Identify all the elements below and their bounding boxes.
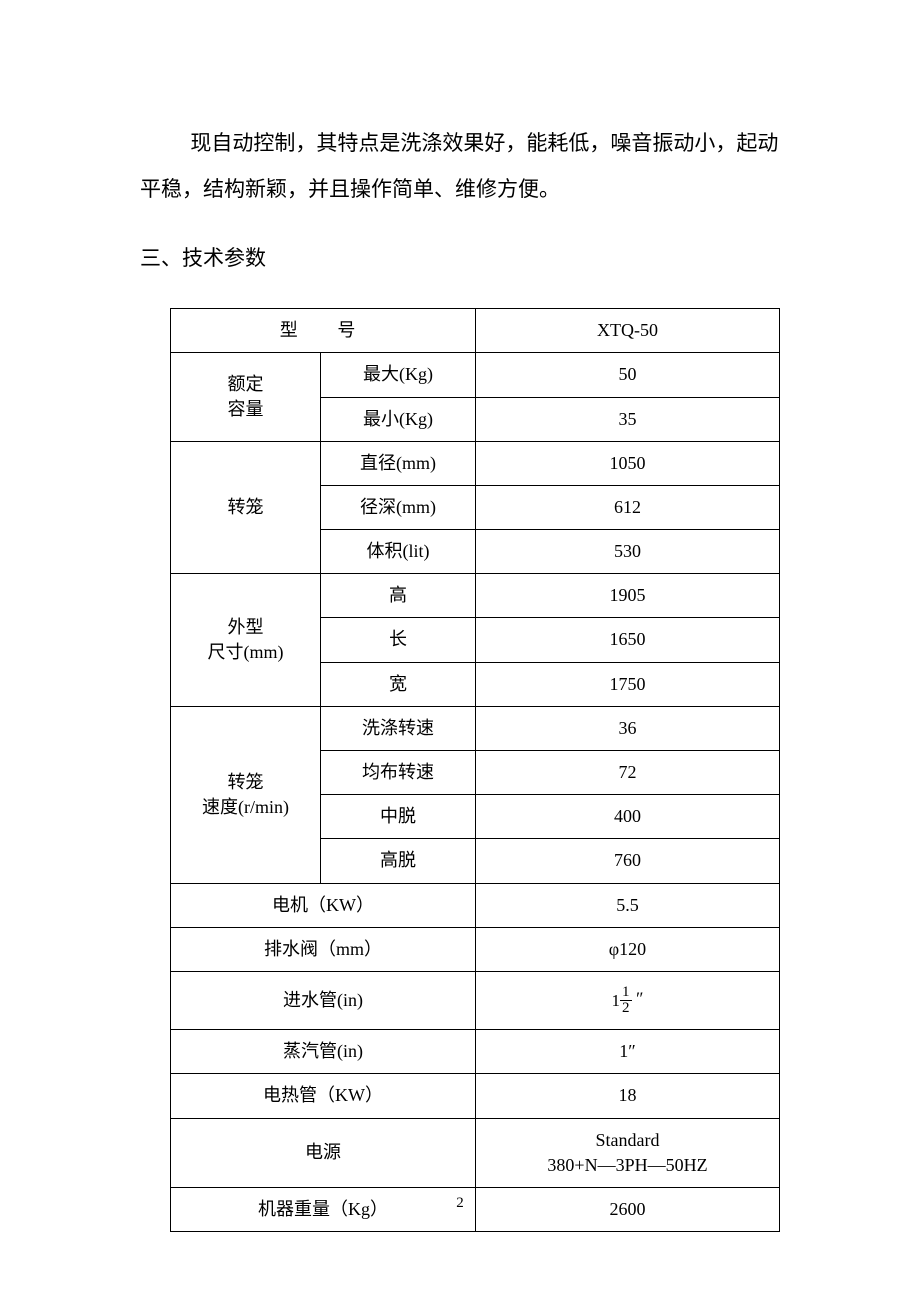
steam-value: 1″ <box>476 1030 780 1074</box>
spec-table: 型 号 XTQ-50 额定 容量 最大(Kg) 50 最小(Kg) 35 转笼 … <box>170 308 780 1232</box>
table-row: 外型 尺寸(mm) 高 1905 <box>171 574 780 618</box>
page-number: 2 <box>0 1195 920 1212</box>
dimensions-length-value: 1650 <box>476 618 780 662</box>
power-label: 电源 <box>171 1118 476 1187</box>
dimensions-width-label: 宽 <box>321 662 476 706</box>
speed-label: 转笼 速度(r/min) <box>171 706 321 883</box>
model-label: 型 号 <box>171 309 476 353</box>
dimensions-height-label: 高 <box>321 574 476 618</box>
drum-volume-label: 体积(lit) <box>321 530 476 574</box>
capacity-label: 额定 容量 <box>171 353 321 441</box>
drum-diameter-label: 直径(mm) <box>321 441 476 485</box>
dimensions-length-label: 长 <box>321 618 476 662</box>
speed-dist-label: 均布转速 <box>321 751 476 795</box>
heater-label: 电热管（KW） <box>171 1074 476 1118</box>
capacity-min-label: 最小(Kg) <box>321 397 476 441</box>
speed-wash-value: 36 <box>476 706 780 750</box>
drain-label: 排水阀（mm） <box>171 927 476 971</box>
table-row: 转笼 速度(r/min) 洗涤转速 36 <box>171 706 780 750</box>
table-row: 转笼 直径(mm) 1050 <box>171 441 780 485</box>
table-row: 电热管（KW） 18 <box>171 1074 780 1118</box>
steam-label: 蒸汽管(in) <box>171 1030 476 1074</box>
dimensions-label: 外型 尺寸(mm) <box>171 574 321 707</box>
dimensions-height-value: 1905 <box>476 574 780 618</box>
motor-value: 5.5 <box>476 883 780 927</box>
table-row: 型 号 XTQ-50 <box>171 309 780 353</box>
drum-label: 转笼 <box>171 441 321 574</box>
table-row: 排水阀（mm） φ120 <box>171 927 780 971</box>
capacity-max-value: 50 <box>476 353 780 397</box>
inlet-label: 进水管(in) <box>171 971 476 1029</box>
drum-volume-value: 530 <box>476 530 780 574</box>
table-row: 电机（KW） 5.5 <box>171 883 780 927</box>
speed-high-label: 高脱 <box>321 839 476 883</box>
speed-wash-label: 洗涤转速 <box>321 706 476 750</box>
table-row: 进水管(in) 112 ″ <box>171 971 780 1029</box>
inlet-value: 112 ″ <box>476 971 780 1029</box>
dimensions-width-value: 1750 <box>476 662 780 706</box>
page-content: 现自动控制，其特点是洗涤效果好，能耗低，噪音振动小，起动平稳，结构新颖，并且操作… <box>0 0 920 1232</box>
drum-depth-value: 612 <box>476 485 780 529</box>
speed-mid-label: 中脱 <box>321 795 476 839</box>
section-title: 三、技术参数 <box>140 240 780 278</box>
heater-value: 18 <box>476 1074 780 1118</box>
power-value: Standard 380+N—3PH—50HZ <box>476 1118 780 1187</box>
speed-dist-value: 72 <box>476 751 780 795</box>
drum-diameter-value: 1050 <box>476 441 780 485</box>
table-row: 蒸汽管(in) 1″ <box>171 1030 780 1074</box>
speed-mid-value: 400 <box>476 795 780 839</box>
drum-depth-label: 径深(mm) <box>321 485 476 529</box>
speed-high-value: 760 <box>476 839 780 883</box>
drain-value: φ120 <box>476 927 780 971</box>
table-row: 额定 容量 最大(Kg) 50 <box>171 353 780 397</box>
description-paragraph: 现自动控制，其特点是洗涤效果好，能耗低，噪音振动小，起动平稳，结构新颖，并且操作… <box>140 120 780 212</box>
capacity-max-label: 最大(Kg) <box>321 353 476 397</box>
motor-label: 电机（KW） <box>171 883 476 927</box>
model-value: XTQ-50 <box>476 309 780 353</box>
table-row: 电源 Standard 380+N—3PH—50HZ <box>171 1118 780 1187</box>
capacity-min-value: 35 <box>476 397 780 441</box>
